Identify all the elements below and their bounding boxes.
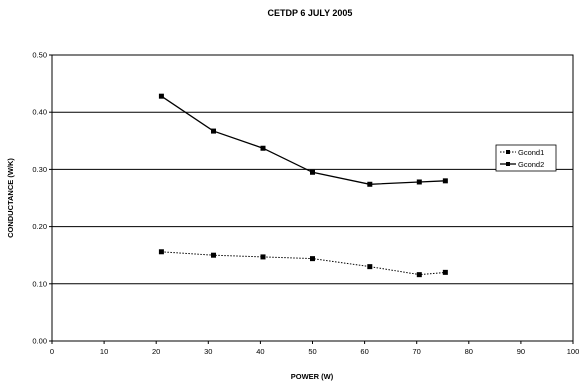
legend-label-gcond1: Gcond1 [518, 148, 544, 157]
chart-title: CETDP 6 JULY 2005 [268, 8, 353, 18]
legend-label-gcond2: Gcond2 [518, 160, 544, 169]
series-line-gcond2 [161, 95, 446, 185]
x-tick-label: 30 [204, 347, 212, 356]
point-gcond1 [367, 264, 373, 270]
legend-marker-gcond2 [506, 162, 510, 166]
x-tick-label: 40 [256, 347, 264, 356]
y-tick-label: 0.50 [32, 51, 47, 60]
point-gcond2 [158, 93, 164, 99]
x-tick-label: 20 [152, 347, 160, 356]
x-tick-label: 60 [360, 347, 368, 356]
point-gcond1 [158, 249, 164, 255]
point-gcond2 [416, 179, 422, 185]
y-tick-label: 0.20 [32, 222, 47, 231]
point-gcond2 [310, 169, 315, 175]
point-gcond2 [260, 145, 266, 151]
x-axis-label: POWER (W) [291, 372, 334, 381]
legend: Gcond1 Gcond2 [495, 144, 557, 172]
series-gcond1 [158, 249, 448, 278]
point-gcond1 [310, 256, 315, 262]
x-tick-label: 70 [413, 347, 421, 356]
y-tick-label: 0.30 [32, 165, 47, 174]
series-layer [158, 93, 448, 278]
point-gcond1 [416, 272, 422, 278]
point-gcond2 [367, 181, 373, 187]
x-tick-label: 0 [50, 347, 54, 356]
y-tick-label: 0.10 [32, 279, 47, 288]
y-tick-label: 0.00 [32, 337, 47, 346]
axes: 0.00 0.10 0.20 0.30 0.40 0.50 0 10 20 30 40 50 60 70 8… [32, 51, 579, 357]
series-line-gcond1 [161, 251, 446, 276]
y-tick-label: 0.40 [32, 108, 47, 117]
series-gcond2 [158, 93, 448, 187]
point-gcond1 [260, 254, 266, 260]
gridlines [52, 111, 573, 285]
x-tick-label: 50 [308, 347, 316, 356]
x-tick-label: 100 [567, 347, 579, 356]
point-gcond1 [442, 269, 448, 275]
legend-box [495, 144, 557, 172]
point-gcond1 [211, 252, 217, 258]
y-axis-label: CONDUCTANCE (W/K) [6, 158, 15, 238]
x-tick-label: 10 [100, 347, 108, 356]
legend-marker-gcond1 [506, 150, 510, 154]
plot-area [51, 54, 574, 342]
x-tick-label: 90 [517, 347, 525, 356]
point-gcond2 [442, 178, 448, 184]
x-tick-label: 80 [465, 347, 473, 356]
point-gcond2 [211, 128, 217, 134]
